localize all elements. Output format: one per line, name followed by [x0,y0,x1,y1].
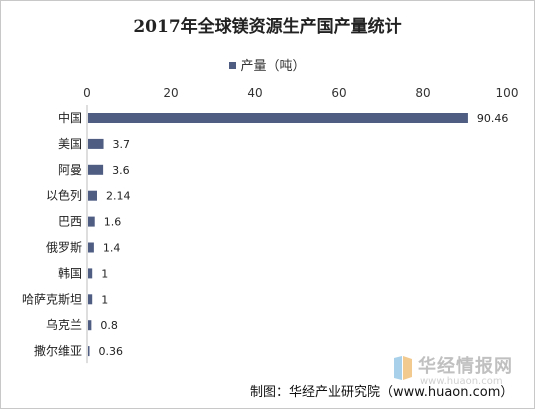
legend-label: 产量（吨） [240,59,306,74]
chart-source: 制图：华经产业研究院（www.huaon.com） [250,385,514,400]
data-label: 3.7 [113,138,131,151]
bar [88,164,104,175]
x-tick-label: 80 [415,86,430,100]
y-category-label: 巴西 [58,215,82,229]
y-category-label: 中国 [58,110,82,125]
data-label: 1 [101,293,108,306]
legend-swatch [229,62,237,69]
x-tick-label: 100 [496,86,519,100]
bar [88,294,93,305]
y-category-label: 哈萨克斯坦 [22,292,82,306]
bar [88,242,94,253]
y-category-label: 美国 [58,137,82,151]
data-label: 1.4 [103,242,121,255]
data-label: 0.36 [99,345,124,358]
bar [88,320,92,331]
x-tick-label: 0 [83,86,91,100]
data-label: 0.8 [100,319,118,332]
watermark-logo-icon [394,356,412,380]
bar [88,113,468,123]
legend: 产量（吨） [0,55,535,74]
data-label: 1.6 [104,216,122,229]
watermark-text: 华经情报网 [418,356,513,377]
y-category-label: 韩国 [58,265,82,280]
y-category-label: 俄罗斯 [46,241,82,255]
x-tick-label: 40 [247,86,262,100]
bar [88,216,95,227]
bar [88,190,97,201]
data-label: 3.6 [112,164,129,177]
data-label: 90.46 [477,112,509,125]
bar [88,268,93,279]
y-category-label: 乌克兰 [46,317,82,332]
bar [88,138,104,149]
data-label: 1 [101,267,108,280]
watermark-url: www.huaon.com [420,376,503,387]
y-category-label: 阿曼 [58,163,82,177]
data-label: 2.14 [106,190,131,203]
y-category-label: 以色列 [46,189,82,203]
bar [88,346,90,357]
chart-title: 2017年全球镁资源生产国产量统计 [133,17,402,37]
x-tick-label: 20 [163,86,178,100]
x-tick-label: 60 [331,86,346,100]
y-category-label: 撒尔维亚 [34,343,82,358]
